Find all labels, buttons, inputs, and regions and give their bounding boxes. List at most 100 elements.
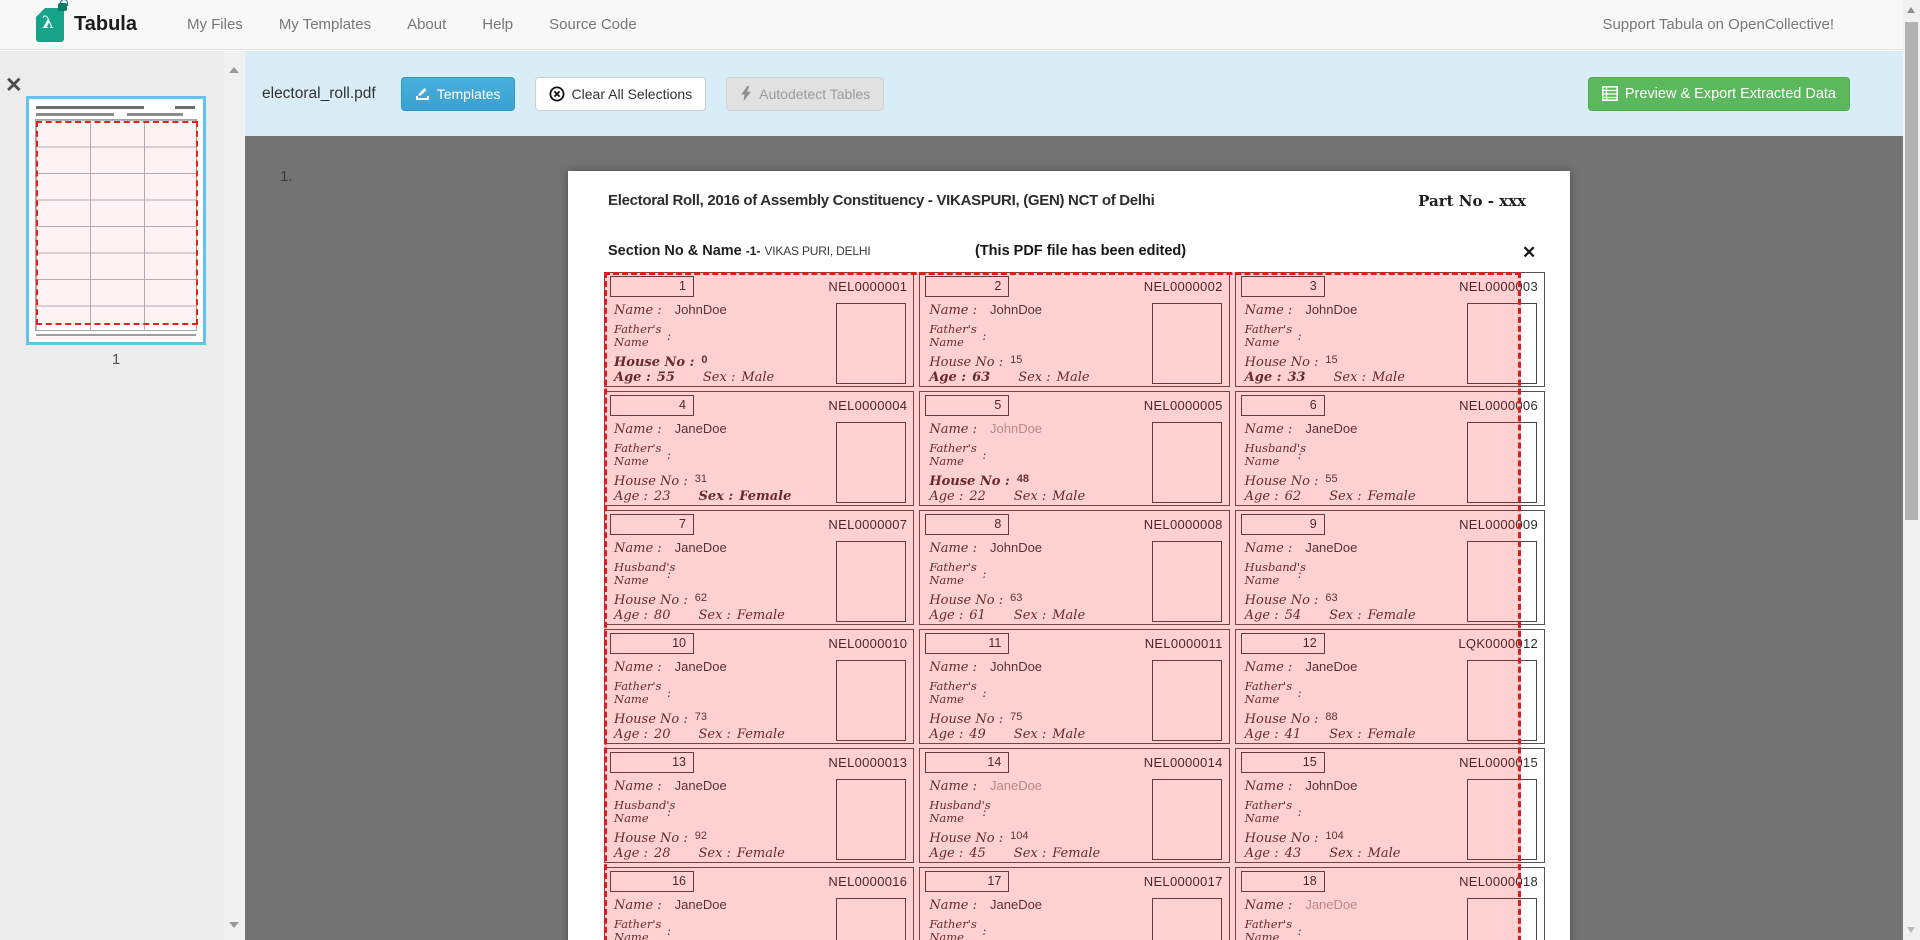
relation-colon: :	[1297, 567, 1302, 581]
serial-number-box: 16	[610, 871, 694, 892]
nav-item[interactable]: About	[407, 16, 447, 33]
scrollbar-thumb[interactable]	[1905, 22, 1918, 520]
preview-export-button[interactable]: Preview & Export Extracted Data	[1587, 76, 1850, 111]
age-value: 49	[969, 727, 986, 742]
relation-label: Father's	[929, 322, 977, 336]
house-value: 62	[694, 592, 707, 604]
name-line: Name : JohnDoe	[929, 421, 1042, 437]
photo-box	[836, 422, 907, 503]
brand-home-link[interactable]: λ Tabula	[36, 0, 137, 42]
house-value: 0	[701, 354, 708, 366]
name-line: Name : JaneDoe	[929, 778, 1042, 794]
nav-item[interactable]: Source Code	[549, 16, 637, 33]
clear-all-selections-button[interactable]: Clear All Selections	[534, 76, 707, 111]
age-label: Age :	[614, 846, 648, 861]
photo-box	[1151, 898, 1222, 940]
age-sex-line: Age : 54 Sex : Female	[1245, 607, 1416, 623]
page-thumbnail[interactable]	[26, 96, 206, 345]
serial-number-box: 11	[925, 633, 1010, 654]
page-fold-icon	[36, 7, 45, 17]
name-line: Name : JaneDoe	[1245, 540, 1358, 556]
autodetect-tables-button[interactable]: Autodetect Tables	[726, 76, 885, 111]
remove-circle-icon	[549, 86, 565, 102]
age-label: Age :	[929, 370, 967, 385]
sex-label: Sex :	[1013, 727, 1047, 742]
section-value: VIKAS PURI, DELHI	[764, 244, 871, 258]
relation-name-word: Name	[614, 811, 649, 825]
nav-item[interactable]: Help	[482, 16, 514, 33]
support-link[interactable]: Support Tabula on OpenCollective!	[1602, 16, 1834, 33]
house-line: House No : 63	[929, 592, 1022, 608]
age-sex-line: Age : 20 Sex : Female	[614, 726, 785, 742]
serial-number-box: 15	[1240, 752, 1325, 773]
relation-line: Father's Name :	[614, 442, 734, 468]
house-line: House No : 0	[614, 354, 708, 370]
name-value: JaneDoe	[990, 897, 1043, 912]
part-number: Part No - xxx	[1418, 192, 1526, 210]
name-value: JohnDoe	[1305, 302, 1358, 317]
age-sex-line: Age : 62 Sex : Female	[1245, 488, 1416, 504]
relation-label: Father's	[1244, 798, 1293, 812]
serial-number: 4	[679, 398, 686, 412]
templates-button[interactable]: Templates	[400, 76, 515, 111]
house-label: House No :	[1244, 355, 1319, 370]
mini-header-line	[127, 113, 183, 116]
scroll-down-icon[interactable]	[229, 922, 239, 928]
age-sex-line: Age : 22 Sex : Male	[929, 488, 1085, 504]
pdf-page[interactable]: Electoral Roll, 2016 of Assembly Constit…	[568, 171, 1570, 940]
sex-label: Sex :	[1329, 846, 1362, 861]
relation-name-word: Name	[1244, 454, 1280, 468]
serial-number: 17	[987, 874, 1002, 888]
scroll-up-icon[interactable]	[229, 67, 239, 73]
sex-value: Female	[1367, 489, 1416, 504]
serial-number-box: 4	[610, 395, 694, 416]
sex-label: Sex :	[698, 846, 731, 861]
nav-item[interactable]: My Templates	[278, 16, 372, 33]
scroll-up-icon[interactable]	[1907, 7, 1915, 13]
nav-item[interactable]: My Files	[186, 16, 243, 33]
house-value: 55	[1325, 473, 1338, 485]
house-line: House No : 55	[1245, 473, 1338, 489]
voter-id: LQK0000012	[1458, 636, 1538, 651]
age-label: Age :	[929, 489, 964, 504]
serial-number: 16	[672, 874, 686, 888]
voter-id: NEL0000010	[828, 636, 908, 651]
relation-label: Father's	[929, 560, 977, 574]
selection-overlay[interactable]	[604, 272, 1521, 940]
house-label: House No :	[929, 593, 1004, 608]
relation-colon: :	[982, 805, 987, 819]
top-navbar: λ Tabula My Files My Templates About Help So…	[0, 0, 1920, 50]
age-value: 20	[653, 727, 671, 742]
relation-line: Father's Name :	[929, 680, 1049, 706]
relation-label: Father's	[1244, 322, 1293, 336]
age-label: Age :	[614, 489, 648, 504]
sex-label: Sex :	[702, 370, 736, 385]
age-sex-line: Age : 61 Sex : Male	[929, 607, 1085, 623]
relation-label: Father's	[614, 322, 662, 336]
name-line: Name : JaneDoe	[614, 659, 727, 675]
sex-label: Sex :	[1329, 489, 1362, 504]
house-line: House No : 63	[1245, 592, 1338, 608]
name-line: Name : JaneDoe	[614, 540, 727, 556]
selection-close-icon[interactable]: ✕	[1522, 243, 1537, 262]
house-value: 63	[1325, 592, 1338, 604]
age-label: Age :	[929, 608, 964, 623]
close-page-icon[interactable]: ✕	[5, 74, 23, 97]
sex-value: Male	[1052, 608, 1086, 623]
age-value: 61	[969, 608, 986, 623]
serial-number-box: 3	[1240, 276, 1325, 297]
age-value: 63	[972, 370, 991, 385]
name-label: Name :	[929, 303, 977, 318]
name-label: Name :	[614, 779, 662, 794]
section-label: Section No & Name	[608, 243, 742, 259]
name-label: Name :	[929, 660, 977, 675]
relation-colon: :	[1297, 448, 1302, 462]
scroll-down-icon[interactable]	[1907, 927, 1915, 933]
name-value: JohnDoe	[990, 540, 1043, 555]
photo-box	[1467, 422, 1537, 503]
age-sex-line: Age : 43 Sex : Male	[1245, 845, 1401, 861]
relation-line: Husband's Name :	[614, 799, 734, 825]
house-line: House No : 15	[929, 354, 1022, 370]
voter-cell: 12 LQK0000012 Name : JaneDoe Father's Nam…	[1234, 629, 1545, 744]
name-value: JohnDoe	[990, 659, 1043, 674]
